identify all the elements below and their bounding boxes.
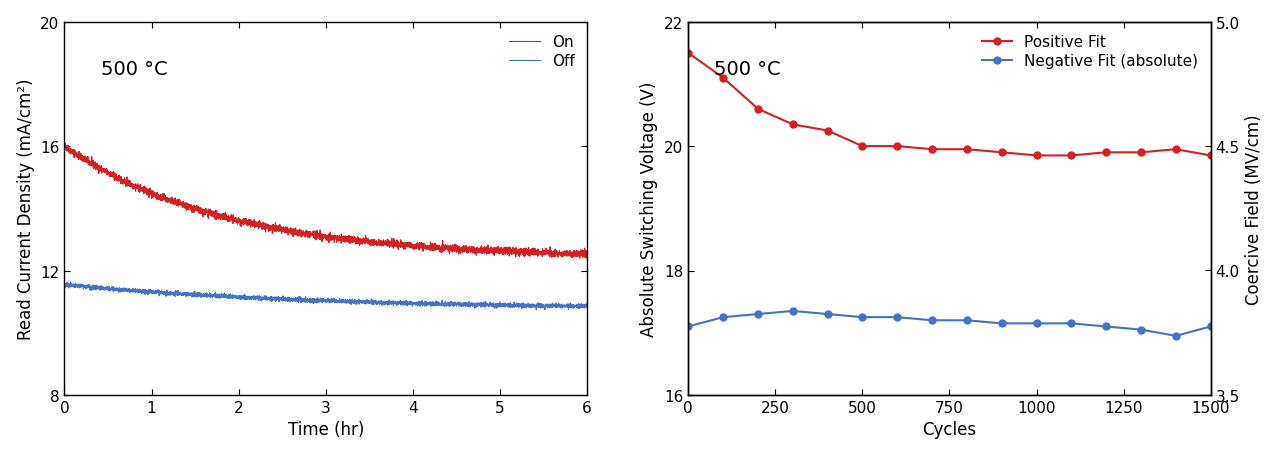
Negative Fit (absolute) [890, 315, 905, 320]
Positive Fit [924, 147, 940, 152]
Positive Fit [890, 144, 905, 150]
On [56, 143, 72, 149]
Off [56, 283, 72, 288]
On [563, 251, 579, 256]
Negative Fit (absolute) [855, 315, 870, 320]
Negative Fit (absolute) [959, 318, 974, 324]
On [436, 246, 452, 252]
Negative Fit (absolute) [785, 308, 800, 314]
Line: Positive Fit: Positive Fit [685, 50, 1215, 160]
Positive Fit [1029, 153, 1044, 159]
On [58, 142, 73, 147]
Off [280, 297, 296, 302]
Positive Fit [750, 107, 765, 112]
Off [305, 301, 320, 306]
Negative Fit (absolute) [716, 315, 731, 320]
Negative Fit (absolute) [995, 321, 1010, 326]
Text: 500 °C: 500 °C [714, 60, 781, 79]
Negative Fit (absolute) [1203, 324, 1219, 329]
Negative Fit (absolute) [924, 318, 940, 324]
Off [538, 307, 553, 313]
On [572, 256, 588, 261]
Negative Fit (absolute) [1098, 324, 1114, 329]
Negative Fit (absolute) [820, 312, 836, 317]
Off [538, 304, 553, 310]
Positive Fit [855, 144, 870, 150]
Negative Fit (absolute) [1064, 321, 1079, 326]
Y-axis label: Absolute Switching Voltage (V): Absolute Switching Voltage (V) [640, 81, 658, 336]
Off [63, 280, 78, 285]
Positive Fit [1098, 150, 1114, 156]
Positive Fit [681, 51, 696, 56]
Positive Fit [785, 122, 800, 128]
On [580, 251, 595, 257]
Text: 500 °C: 500 °C [101, 60, 168, 79]
Off [436, 303, 452, 308]
Y-axis label: Coercive Field (MV/cm): Coercive Field (MV/cm) [1245, 114, 1263, 304]
X-axis label: Cycles: Cycles [923, 420, 977, 438]
Positive Fit [1133, 150, 1148, 156]
Line: Off: Off [64, 283, 588, 310]
Positive Fit [1203, 153, 1219, 159]
Negative Fit (absolute) [750, 312, 765, 317]
On [305, 233, 320, 238]
Off [276, 297, 292, 303]
Off [563, 304, 579, 310]
Negative Fit (absolute) [681, 324, 696, 329]
On [280, 227, 296, 233]
Y-axis label: Read Current Density (mA/cm²): Read Current Density (mA/cm²) [17, 78, 35, 339]
Positive Fit [820, 128, 836, 134]
Negative Fit (absolute) [1029, 321, 1044, 326]
Off [580, 302, 595, 307]
Legend: Positive Fit, Negative Fit (absolute): Positive Fit, Negative Fit (absolute) [977, 30, 1203, 74]
Positive Fit [1064, 153, 1079, 159]
On [538, 248, 553, 253]
Negative Fit (absolute) [1133, 327, 1148, 333]
Positive Fit [1169, 147, 1184, 152]
Negative Fit (absolute) [1169, 334, 1184, 339]
Positive Fit [716, 76, 731, 81]
Positive Fit [995, 150, 1010, 156]
Line: Negative Fit (absolute): Negative Fit (absolute) [685, 308, 1215, 339]
X-axis label: Time (hr): Time (hr) [288, 420, 364, 438]
Positive Fit [959, 147, 974, 152]
Legend: On, Off: On, Off [504, 30, 580, 74]
Line: On: On [64, 144, 588, 258]
On [276, 228, 292, 233]
